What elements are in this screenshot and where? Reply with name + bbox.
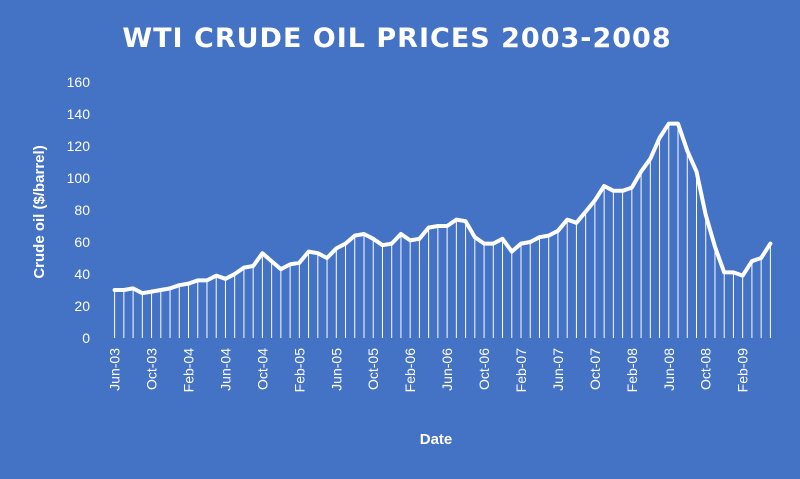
y-axis-label: Crude oil ($/barrel) [31, 145, 48, 278]
y-tick-label: 40 [74, 266, 90, 282]
x-axis-ticks: Jun-03 Oct-03 Feb-04 Jun-04 Oct-04 Feb-05 Jun-… [107, 348, 751, 393]
x-tick-label: Oct-07 [587, 348, 603, 390]
x-tick-label: Feb-07 [513, 348, 529, 393]
series-line [112, 121, 773, 296]
x-axis-label: Date [420, 431, 453, 448]
x-tick-label: Jun-07 [550, 348, 566, 391]
x-tick-label: Jun-05 [328, 348, 344, 391]
x-tick-label: Feb-08 [624, 348, 640, 393]
x-tick-label: Feb-06 [402, 348, 418, 393]
y-tick-label: 20 [74, 298, 90, 314]
y-tick-label: 100 [67, 170, 91, 186]
x-tick-label: Jun-06 [439, 348, 455, 391]
x-tick-label: Oct-03 [144, 348, 160, 390]
y-tick-label: 60 [74, 234, 90, 250]
x-tick-label: Jun-04 [218, 348, 234, 391]
chart-title: WTI CRUDE OIL PRICES 2003-2008 [122, 23, 671, 54]
x-tick-label: Jun-08 [661, 348, 677, 391]
y-tick-label: 0 [82, 330, 90, 346]
x-tick-label: Oct-05 [365, 348, 381, 390]
drop-lines [114, 123, 771, 338]
y-tick-label: 140 [67, 106, 91, 122]
x-tick-label: Feb-05 [291, 348, 307, 393]
x-tick-label: Oct-08 [698, 348, 714, 390]
x-tick-label: Oct-06 [476, 348, 492, 390]
y-tick-label: 80 [74, 202, 90, 218]
x-tick-label: Oct-04 [254, 348, 270, 390]
x-tick-label: Jun-03 [107, 348, 123, 391]
y-tick-label: 120 [67, 138, 91, 154]
y-axis-ticks: 0 20 40 60 80 100 120 140 160 [67, 74, 91, 346]
y-tick-label: 160 [67, 74, 91, 90]
x-tick-label: Feb-04 [181, 348, 197, 393]
x-tick-label: Feb-09 [735, 348, 751, 393]
